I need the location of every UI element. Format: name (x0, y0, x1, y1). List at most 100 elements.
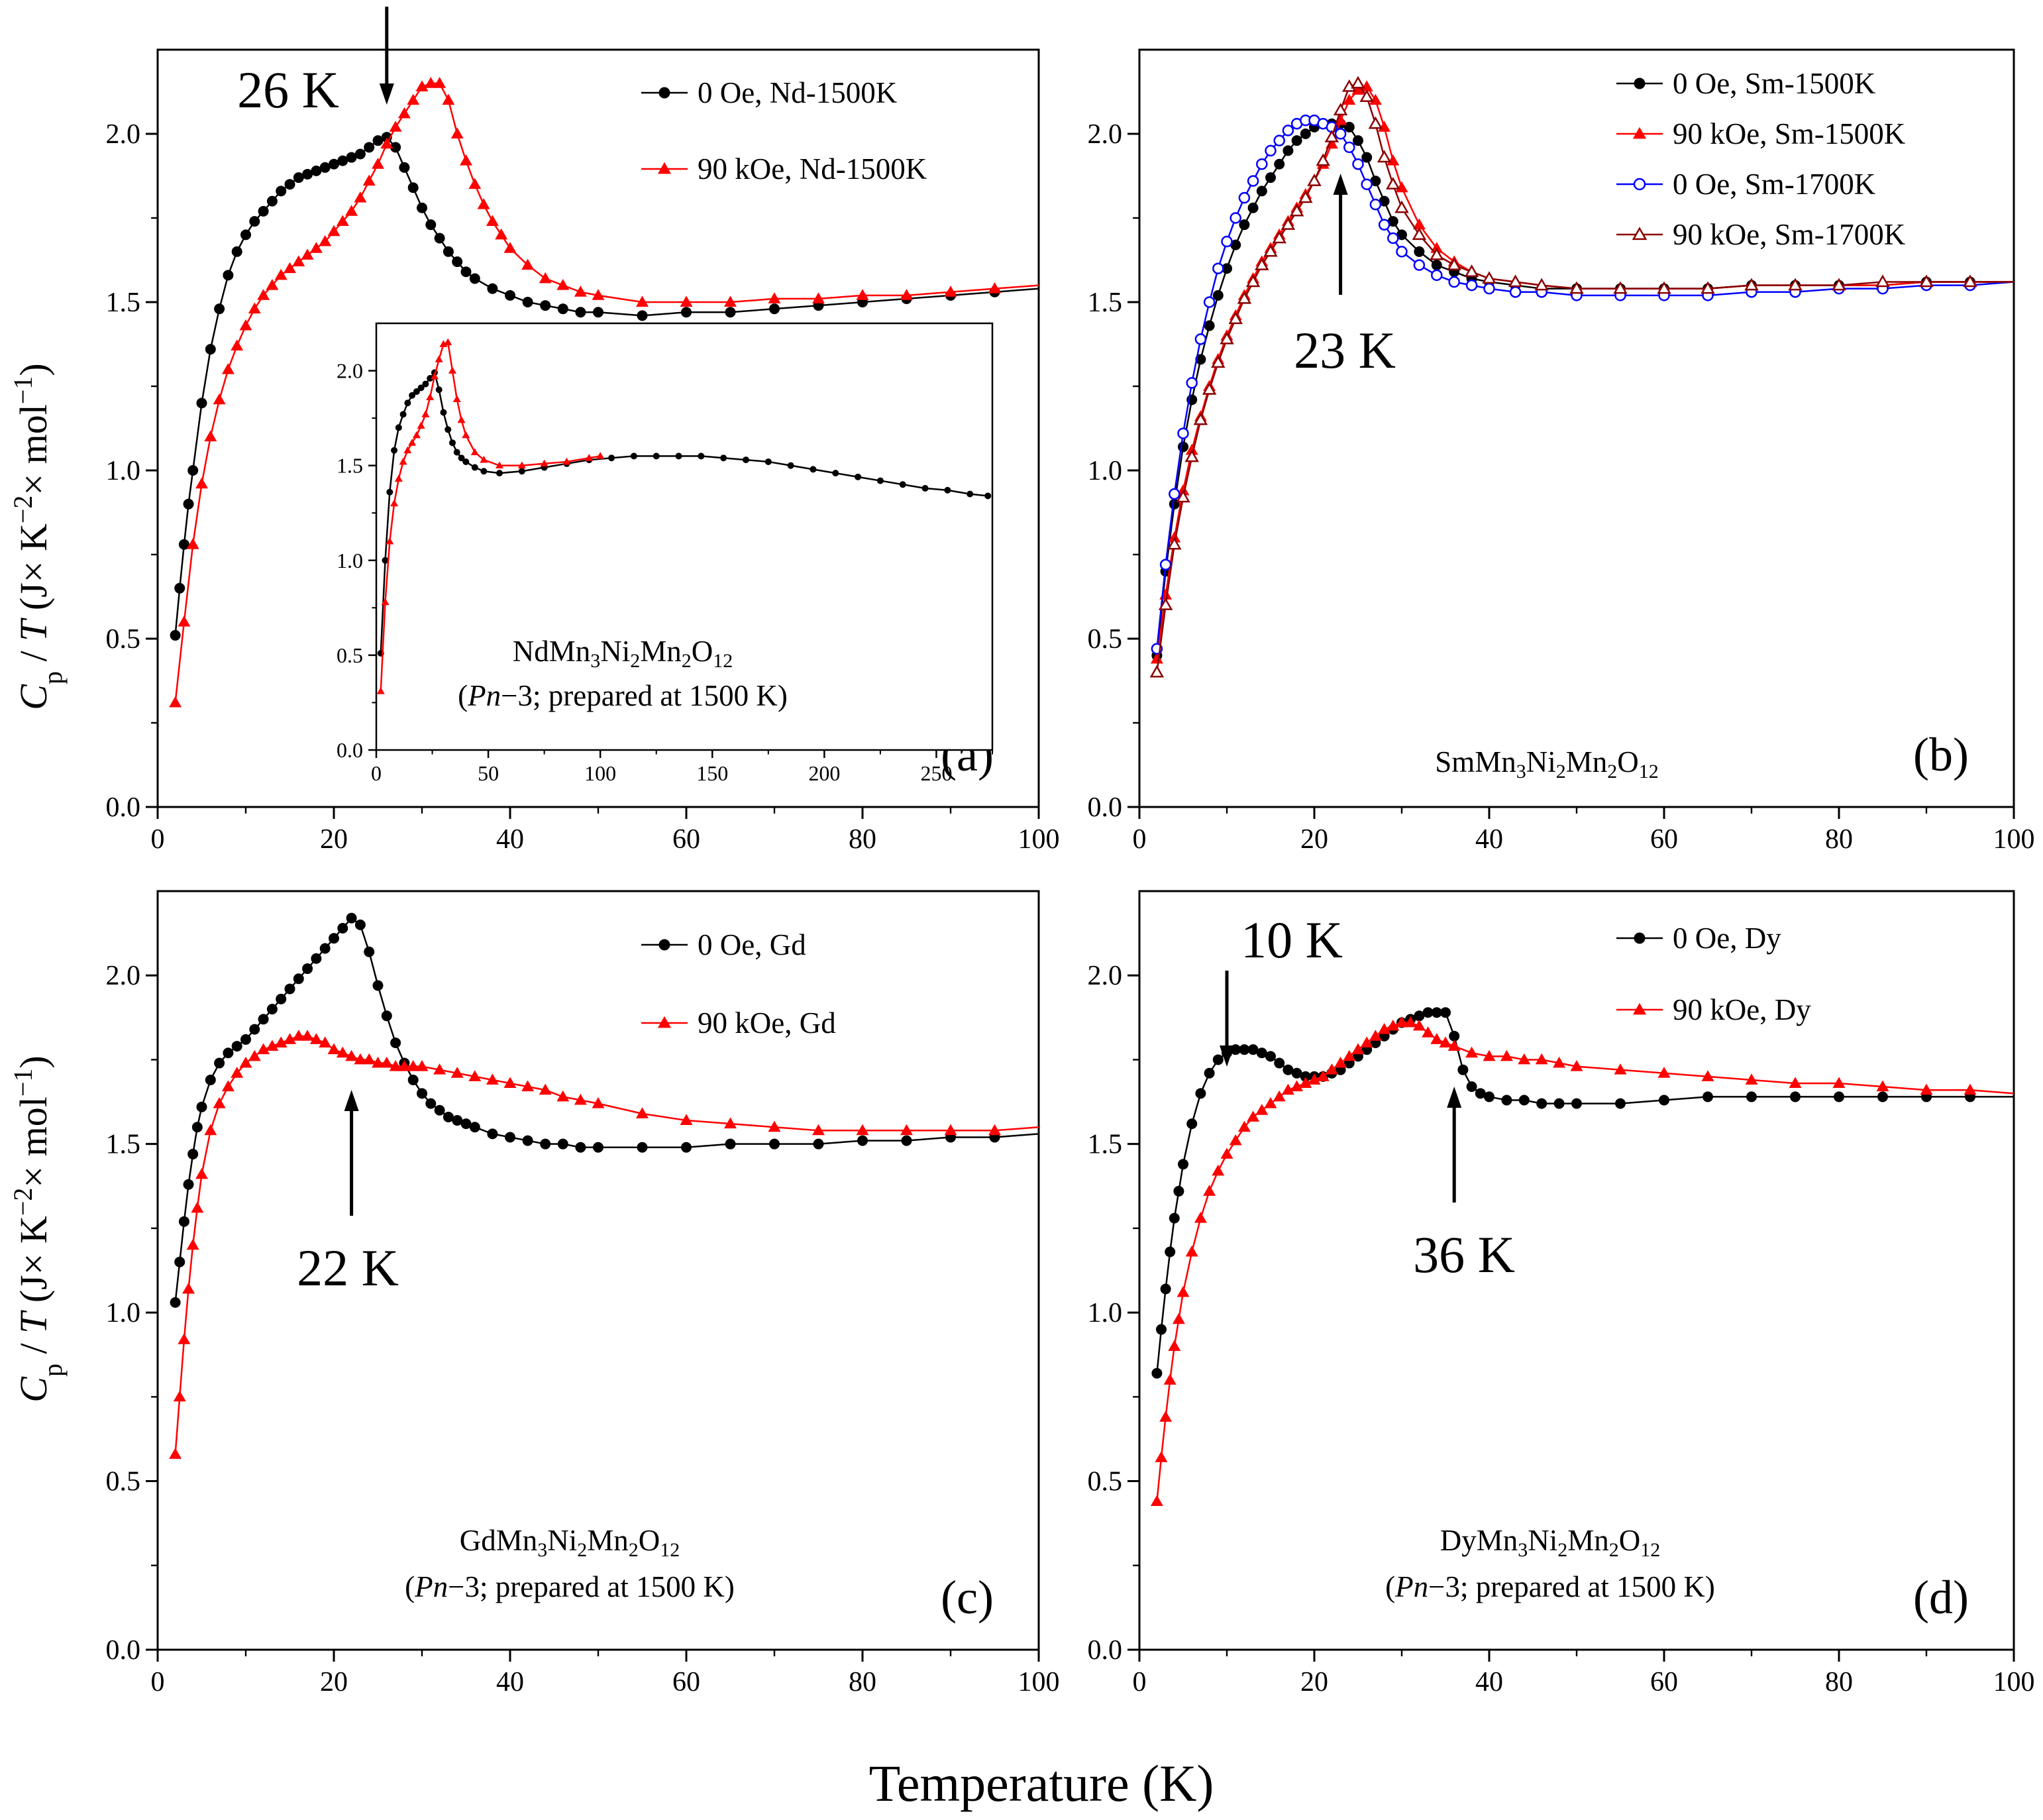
data-point (1788, 278, 1803, 291)
data-point (1430, 247, 1444, 260)
data-point (186, 1238, 199, 1250)
x-tick-label: 100 (1018, 1667, 1060, 1697)
data-point (1247, 175, 1259, 187)
data-point (329, 933, 339, 944)
data-point (183, 1179, 194, 1190)
legend-marker (1632, 127, 1647, 139)
inset-data-point (413, 388, 420, 396)
data-point (169, 1448, 182, 1459)
data-point (768, 292, 781, 303)
inset-compound-name: NdMn3​Ni2​Mn2​O12​ (513, 635, 733, 672)
legend-marker (657, 162, 672, 174)
arrow-36k (1447, 1087, 1462, 1203)
inset-data-point (596, 452, 605, 459)
data-point (592, 1097, 605, 1108)
inset-data-point (404, 400, 411, 407)
data-point (1378, 121, 1391, 132)
data-point (1876, 1080, 1889, 1092)
data-point (1657, 281, 1671, 294)
inset-data-point (417, 421, 425, 429)
data-point (1334, 1056, 1347, 1068)
data-point (1220, 331, 1234, 345)
data-point (1334, 128, 1347, 140)
data-point (1509, 286, 1522, 298)
data-point (1272, 231, 1286, 244)
data-point (345, 205, 358, 216)
legend-marker (657, 1016, 672, 1028)
panel-a: 0 20 40 60 80 100 0.0 0.5 1.0 1.5 2.0 0 Oe, Nd-1500… (106, 7, 1060, 855)
inset-data-point (457, 415, 466, 423)
data-point (1156, 1324, 1167, 1335)
data-point (1245, 274, 1261, 288)
data-point (284, 1033, 296, 1044)
data-point (1237, 291, 1252, 304)
legend-entry: 90 kOe, Sm-1500K (1673, 117, 1906, 150)
data-point (1553, 1098, 1565, 1109)
data-point (302, 963, 313, 975)
data-point (240, 229, 251, 241)
data-point (1464, 264, 1479, 277)
data-point (1351, 76, 1365, 89)
data-point (1193, 412, 1208, 425)
panel-c: 0 20 40 60 80 100 0.0 0.5 1.0 1.5 2.0 0 Oe, Gd 90 kO… (106, 890, 1060, 1697)
data-point (231, 246, 242, 257)
data-point (1500, 1049, 1513, 1061)
data-point (452, 1115, 463, 1126)
data-point (1203, 296, 1216, 308)
inset-data-point (470, 448, 479, 456)
data-point (1368, 116, 1383, 129)
data-point (1369, 1030, 1382, 1041)
data-point (1447, 257, 1461, 270)
y-tick-label: 1.0 (1088, 1298, 1123, 1328)
data-point (1483, 1049, 1496, 1061)
data-point (293, 172, 304, 184)
data-point (362, 1053, 376, 1065)
data-point (354, 191, 367, 203)
data-point (681, 1142, 692, 1153)
x-tick-label: 20 (320, 824, 348, 855)
inset-data-point (422, 380, 429, 388)
data-point (195, 477, 208, 489)
compound-name: SmMn3​Ni2​Mn2​O12​ (1435, 745, 1659, 782)
data-point (460, 154, 472, 166)
data-point (1211, 355, 1226, 368)
inset-data-point (480, 455, 488, 463)
inset-data-point (720, 455, 727, 462)
data-point (1165, 1246, 1176, 1258)
data-point (1150, 652, 1163, 664)
data-point (1919, 274, 1934, 288)
data-point (407, 182, 419, 193)
inset-data-point (518, 468, 525, 475)
data-point (345, 1049, 358, 1061)
data-point (191, 1201, 204, 1213)
x-tick-label: 20 (1300, 1667, 1328, 1697)
inset-data-point (967, 490, 974, 498)
legend-marker (1633, 178, 1646, 191)
inset-data-point (386, 488, 393, 496)
data-point (725, 307, 736, 318)
inset-data-point (421, 410, 430, 417)
data-point (170, 629, 181, 641)
data-point (1343, 93, 1356, 105)
data-point (1230, 212, 1241, 224)
data-point (1534, 278, 1549, 291)
y-tick-label: 0.5 (106, 1467, 141, 1497)
data-point (336, 215, 349, 227)
data-point (381, 1010, 392, 1022)
data-point (900, 1124, 913, 1136)
arrow-23k-head (1333, 174, 1348, 195)
inset-data-point (764, 458, 772, 465)
y-tick-label: 1.5 (1088, 288, 1123, 318)
data-point (1333, 103, 1348, 116)
x-tick-label: 60 (672, 1667, 700, 1697)
data-point (503, 1077, 517, 1089)
data-point (1176, 490, 1190, 503)
data-point (1439, 1036, 1452, 1047)
inset-y-tick-label: 0.0 (337, 738, 363, 762)
y-tick-label: 1.0 (1088, 456, 1123, 486)
data-point (522, 297, 533, 307)
arrow-26k-head (379, 83, 394, 105)
data-point (214, 303, 225, 315)
data-point (1316, 1070, 1330, 1081)
data-point (186, 538, 199, 549)
